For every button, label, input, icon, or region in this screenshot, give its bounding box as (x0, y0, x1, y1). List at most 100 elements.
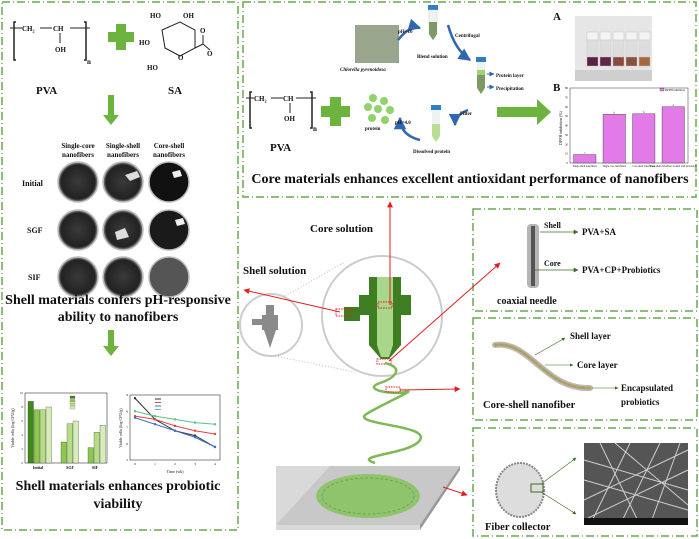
chlorella-caption: Chlorella pyrenoidosa (340, 68, 386, 73)
svg-text:Viable cells (log CFU/g): Viable cells (log CFU/g) (10, 408, 15, 448)
sa-label: SA (168, 85, 182, 97)
data-point (193, 429, 197, 432)
svg-text:O: O (200, 27, 206, 35)
dpph-bar (632, 113, 656, 164)
series-line (134, 397, 216, 448)
x-category-label: Single-core nanofibers (602, 165, 626, 168)
fiber-mat-icon (495, 462, 545, 518)
protein-label: protein (365, 127, 381, 132)
y-tick-label: 70 (565, 95, 569, 99)
svg-text:Single-shell: Single-shell (106, 142, 140, 150)
x-tick-label: 0 (134, 462, 136, 466)
data-point (213, 432, 217, 436)
electrospun-jet (363, 361, 422, 465)
coaxial-needle-icon (527, 224, 539, 288)
significance-letter: b (614, 110, 616, 114)
svg-text:n: n (313, 125, 317, 133)
connector-arrows (243, 201, 501, 497)
collector-panel-border (472, 427, 698, 537)
svg-text:HO: HO (139, 39, 150, 47)
pva-label-top: PVA (270, 142, 291, 154)
svg-text:SGF: SGF (66, 465, 74, 470)
sem-micrograph (583, 442, 689, 526)
ch-label: CH (53, 25, 64, 33)
core-label: Core (544, 259, 561, 268)
legend-swatch (69, 395, 76, 399)
y-tick-label: 2 (22, 447, 24, 451)
data-point (213, 445, 217, 449)
coaxial-needle-caption: coaxial needle (497, 296, 557, 307)
petri-dish (57, 256, 99, 298)
top-panel-title: Core materials enhances excellent antiox… (251, 172, 689, 187)
dpph-bar-chart: DPPH inhibition (%) DPPH inhibition 0 10 2… (558, 86, 696, 168)
x-category-label: Core-shell nanofibers loaded with probio… (650, 165, 696, 168)
x-category-label: Single-shell nanofibers (573, 165, 597, 168)
petri-dish (148, 256, 190, 298)
viability-bar (66, 423, 73, 464)
legend-swatch (69, 406, 76, 410)
svg-text:O: O (207, 50, 213, 58)
coaxial-nozzle-illustration (335, 277, 411, 365)
ch2-label: CH₂ (22, 25, 35, 33)
legend-swatch (659, 87, 665, 92)
panel-b-label: B (553, 82, 561, 94)
svg-text:HO: HO (147, 64, 158, 72)
y-tick-label: 8 (22, 405, 24, 409)
y-tick-label: 6 (22, 419, 24, 423)
svg-text:CH₂: CH₂ (254, 95, 267, 103)
pva-structure-top: CH₂ CH OH n (246, 91, 317, 133)
y-tick-label: 7 (126, 426, 128, 430)
svg-text:HO: HO (150, 12, 161, 20)
core-material-label: PVA+CP+Probiotics (582, 265, 661, 275)
blend-solution-label: Blend solution (417, 55, 448, 60)
n-label: n (87, 58, 91, 66)
petri-dish (148, 209, 190, 251)
ph4-label: pH=4.0 (395, 121, 411, 126)
petri-dish (57, 209, 99, 251)
centrifugal-label: Centrifugal (455, 34, 480, 39)
x-tick-label: 3 (194, 462, 196, 466)
x-tick-label: 2 (174, 462, 176, 466)
legend-swatch (69, 399, 76, 403)
y-tick-label: 10 (565, 152, 569, 156)
svg-text:SIF: SIF (92, 465, 99, 470)
viability-bar (72, 420, 79, 464)
data-point (153, 414, 157, 418)
left-title-2: Shell materials enhances probiotic viabi… (16, 479, 221, 512)
svg-text:CH: CH (283, 95, 294, 103)
svg-text:Initial: Initial (22, 179, 44, 188)
core-solution-label: Core solution (310, 223, 373, 235)
legend-swatch (69, 402, 76, 406)
y-tick-label: 40 (565, 124, 569, 128)
dpph-ylabel: DPPH inhibition (%) (558, 110, 563, 144)
data-point (213, 423, 217, 426)
svg-text:nanofibers: nanofibers (153, 151, 185, 159)
protein-layer-label: Protein layer (496, 74, 525, 79)
svg-text:nanofibers: nanofibers (107, 151, 139, 159)
y-tick-label: 0 (22, 461, 24, 465)
viability-bar (45, 406, 52, 464)
data-point (193, 421, 197, 424)
shell-label: Shell (544, 221, 562, 230)
left-panel-border (1, 1, 239, 531)
significance-letter: c (584, 151, 586, 155)
svg-text:O: O (178, 54, 184, 62)
svg-text:viability: viability (93, 497, 142, 512)
fiber-collector-plate (276, 466, 460, 530)
y-tick-label: 0 (567, 161, 569, 165)
shell-layer-label: Shell layer (570, 331, 611, 341)
data-point (133, 416, 137, 419)
process-arrows (393, 18, 472, 142)
protein-spheres (364, 94, 394, 124)
fiber-collector-caption: Fiber collector (485, 522, 551, 533)
viability-bar (27, 401, 34, 464)
y-tick-label: 60 (565, 105, 569, 109)
svg-text:SGF: SGF (27, 226, 43, 235)
svg-text:Single-core: Single-core (61, 142, 94, 150)
needle-miniature-icon (252, 305, 278, 348)
y-tick-label: 6 (126, 442, 128, 446)
y-tick-label: 30 (565, 133, 569, 137)
panel-a-label: A (553, 11, 561, 23)
nanofiber-panel-border (472, 317, 698, 421)
y-tick-label: 50 (565, 114, 569, 118)
